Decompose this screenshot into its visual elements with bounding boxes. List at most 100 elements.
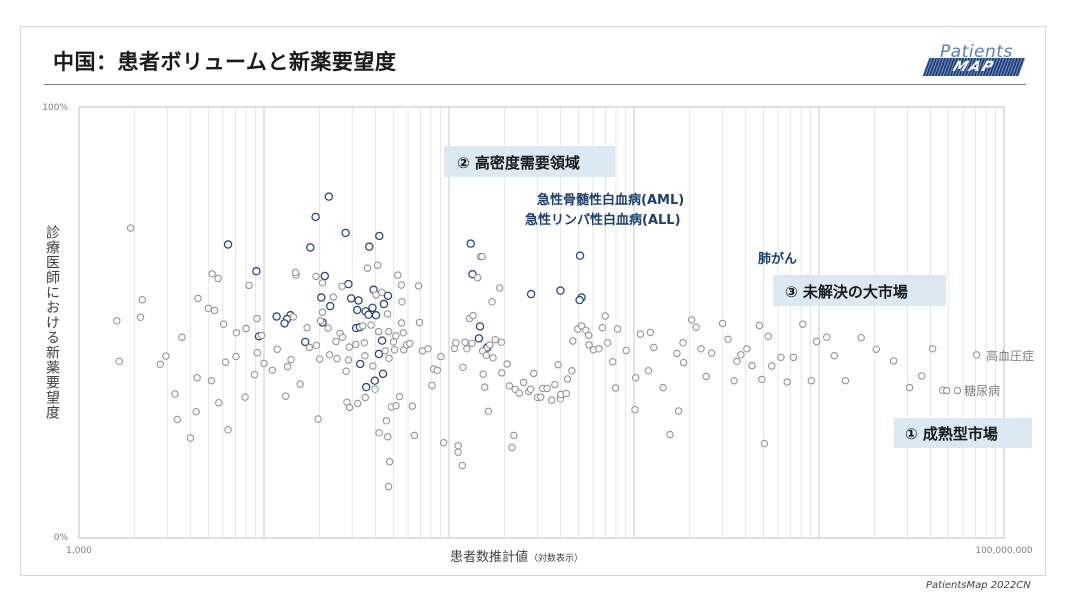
highlight-point bbox=[377, 336, 387, 345]
highlight-point bbox=[364, 310, 373, 319]
data-point bbox=[454, 442, 462, 450]
data-point bbox=[386, 458, 394, 466]
data-point bbox=[459, 363, 467, 371]
data-point bbox=[953, 386, 962, 395]
data-point bbox=[273, 345, 281, 353]
data-point bbox=[381, 347, 389, 355]
data-point bbox=[394, 271, 402, 279]
data-point bbox=[207, 377, 216, 385]
data-point bbox=[192, 408, 200, 416]
data-point bbox=[318, 279, 327, 287]
data-point bbox=[360, 339, 369, 347]
data-point bbox=[414, 282, 423, 290]
highlight-point bbox=[365, 242, 374, 251]
data-point bbox=[498, 369, 506, 377]
data-point bbox=[171, 390, 179, 398]
highlight-point bbox=[301, 337, 310, 347]
data-point bbox=[367, 321, 375, 329]
y-tick-label-top: 100% bbox=[42, 103, 68, 113]
highlight-point bbox=[341, 228, 350, 238]
data-point bbox=[329, 293, 337, 301]
highlight-point bbox=[347, 294, 356, 303]
highlight-point bbox=[223, 240, 233, 249]
data-point bbox=[250, 371, 259, 379]
data-point bbox=[253, 349, 261, 357]
footer-credit: PatientsMap 2022CN bbox=[926, 580, 1031, 591]
highlight-point bbox=[306, 243, 315, 252]
data-point bbox=[433, 366, 441, 374]
data-point bbox=[497, 338, 506, 346]
zone-box-high-density bbox=[444, 146, 615, 177]
highlight-point bbox=[379, 299, 389, 309]
logo-top-text: Patients bbox=[940, 42, 1013, 62]
data-point bbox=[375, 429, 383, 437]
highlight-point bbox=[362, 382, 371, 392]
data-points bbox=[113, 192, 981, 491]
highlight-point bbox=[356, 359, 365, 369]
data-point bbox=[622, 346, 630, 355]
data-point bbox=[674, 407, 683, 415]
data-point bbox=[162, 352, 170, 360]
data-point bbox=[397, 319, 406, 327]
data-point bbox=[659, 383, 667, 392]
data-point bbox=[768, 362, 776, 370]
data-point bbox=[452, 339, 460, 347]
highlight-point bbox=[353, 305, 362, 315]
x-tick-label-left: 1,000 bbox=[66, 546, 92, 556]
data-point bbox=[530, 369, 538, 378]
highlight-point bbox=[326, 301, 335, 311]
data-point bbox=[316, 317, 325, 325]
data-point bbox=[748, 361, 756, 370]
data-point bbox=[268, 366, 277, 374]
data-point bbox=[872, 345, 880, 353]
data-point bbox=[569, 337, 577, 345]
data-point bbox=[478, 252, 486, 261]
data-point bbox=[219, 320, 228, 328]
data-point bbox=[314, 415, 322, 423]
data-point bbox=[554, 361, 562, 369]
zone-box-unmet-market bbox=[773, 275, 946, 306]
data-point bbox=[392, 332, 400, 340]
data-point bbox=[484, 407, 492, 415]
highlight-point bbox=[311, 212, 320, 222]
data-point bbox=[468, 339, 476, 347]
data-point bbox=[666, 430, 674, 439]
data-point bbox=[789, 353, 798, 362]
data-point bbox=[296, 380, 304, 388]
data-point bbox=[503, 360, 511, 368]
highlight-point bbox=[252, 267, 261, 276]
data-point bbox=[408, 402, 417, 410]
data-point bbox=[359, 322, 367, 330]
data-point bbox=[361, 352, 369, 360]
data-point bbox=[338, 333, 347, 341]
data-point bbox=[812, 337, 821, 346]
data-point bbox=[598, 324, 607, 332]
data-point bbox=[463, 345, 471, 353]
highlight-point bbox=[371, 311, 381, 320]
highlight-point bbox=[375, 231, 384, 241]
highlight-point bbox=[344, 279, 353, 289]
data-point bbox=[352, 340, 360, 349]
data-point bbox=[758, 375, 766, 384]
data-point bbox=[186, 434, 195, 442]
data-point bbox=[345, 403, 354, 412]
data-point bbox=[224, 426, 232, 434]
x-axis-label-note: （対数表示） bbox=[529, 552, 583, 564]
data-point bbox=[760, 439, 769, 448]
data-point bbox=[363, 264, 372, 272]
highlight-point bbox=[368, 303, 377, 312]
highlight-point bbox=[320, 271, 329, 281]
data-point bbox=[505, 382, 514, 390]
data-point bbox=[972, 351, 981, 359]
data-point bbox=[342, 367, 350, 375]
data-point bbox=[733, 357, 741, 365]
data-point bbox=[332, 337, 340, 346]
data-point bbox=[333, 355, 341, 363]
data-point bbox=[604, 339, 612, 347]
data-point bbox=[469, 311, 477, 320]
data-point bbox=[673, 349, 681, 358]
data-point bbox=[489, 354, 497, 362]
data-point bbox=[743, 345, 751, 353]
highlight-point bbox=[378, 369, 388, 378]
